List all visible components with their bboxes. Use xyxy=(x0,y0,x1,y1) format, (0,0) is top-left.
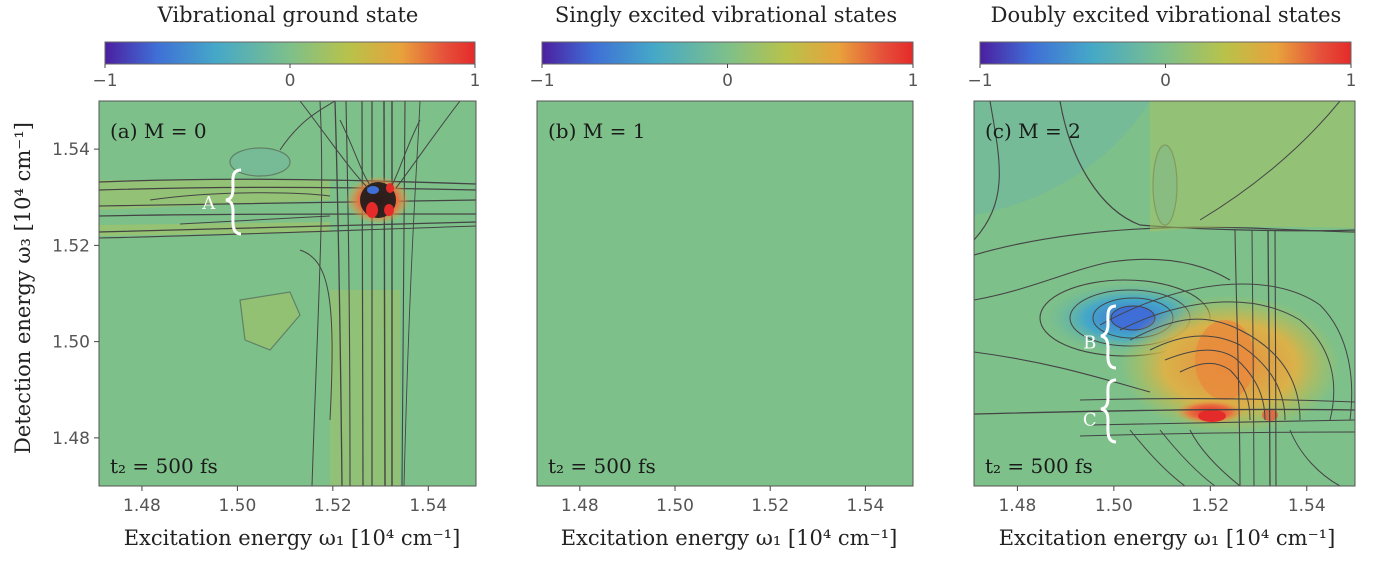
panel-c: Doubly excited vibrational states −1 0 1 xyxy=(967,3,1356,550)
x-tick-label: 1.48 xyxy=(561,496,599,516)
panel-a-colorbar xyxy=(104,41,476,65)
panel-a-y-ticks: 1.48 1.50 1.52 1.54 xyxy=(52,140,99,449)
panel-a-colorbar-ticks: −1 0 1 xyxy=(92,64,480,91)
panel-b-title: Singly excited vibrational states xyxy=(555,3,897,27)
panel-c-colorbar-ticks: −1 0 1 xyxy=(967,64,1356,91)
panel-c-time-label: t₂ = 500 fs xyxy=(985,454,1093,478)
panel-c-brace-b xyxy=(1100,304,1117,370)
panel-c-title: Doubly excited vibrational states xyxy=(991,3,1342,27)
panel-c-xlabel: Excitation energy ω₁ [10⁴ cm⁻¹] xyxy=(999,526,1336,550)
x-tick-label: 1.50 xyxy=(1095,496,1133,516)
y-tick-label: 1.54 xyxy=(52,140,90,160)
y-tick-label: 1.48 xyxy=(52,429,90,449)
colorbar-tick-label: 1 xyxy=(1346,71,1357,91)
colorbar-tick-label: 1 xyxy=(908,71,919,91)
annotation-label: B xyxy=(1083,333,1096,354)
x-tick-label: 1.52 xyxy=(1191,496,1229,516)
y-tick-label: 1.50 xyxy=(52,333,90,353)
y-axis-label: Detection energy ω₃ [10⁴ cm⁻¹] xyxy=(11,122,35,454)
x-tick-label: 1.48 xyxy=(998,496,1036,516)
panel-c-contours xyxy=(974,101,1355,486)
x-tick-label: 1.52 xyxy=(751,496,789,516)
colorbar-tick-label: 0 xyxy=(285,71,296,91)
panel-a-label: (a) M = 0 xyxy=(110,119,207,143)
colorbar-tick-label: −1 xyxy=(529,71,554,91)
annotation-label: A xyxy=(201,193,216,214)
panel-b-colorbar-ticks: −1 0 1 xyxy=(529,64,918,91)
panel-b-x-ticks: 1.48 1.50 1.52 1.54 xyxy=(561,486,884,516)
panel-b-xlabel: Excitation energy ω₁ [10⁴ cm⁻¹] xyxy=(561,526,898,550)
x-tick-label: 1.54 xyxy=(846,496,884,516)
colorbar-tick-label: −1 xyxy=(92,71,117,91)
panel-c-colorbar xyxy=(979,41,1352,65)
x-tick-label: 1.54 xyxy=(1288,496,1326,516)
panel-b-time-label: t₂ = 500 fs xyxy=(548,454,656,478)
panel-a-xlabel: Excitation energy ω₁ [10⁴ cm⁻¹] xyxy=(124,526,461,550)
panel-a-brace-a xyxy=(225,168,242,236)
x-tick-label: 1.48 xyxy=(123,496,161,516)
panel-b-plot-area xyxy=(536,100,914,487)
colorbar-tick-label: −1 xyxy=(967,71,992,91)
x-tick-label: 1.50 xyxy=(656,496,694,516)
panel-c-label: (c) M = 2 xyxy=(985,119,1081,143)
panel-b: Singly excited vibrational states −1 0 1 (… xyxy=(529,3,918,550)
x-tick-label: 1.50 xyxy=(218,496,256,516)
panel-a: Vibrational ground state −1 0 1 xyxy=(52,3,480,550)
annotation-label: C xyxy=(1083,410,1097,431)
panel-a-title: Vibrational ground state xyxy=(157,3,419,27)
panel-c-brace-c xyxy=(1100,378,1117,444)
annotations: A B C xyxy=(201,193,1096,431)
panel-b-colorbar xyxy=(541,41,914,65)
panel-b-label: (b) M = 1 xyxy=(548,119,645,143)
panel-a-contours xyxy=(99,101,476,486)
colorbar-tick-label: 0 xyxy=(1160,71,1171,91)
colorbar-tick-label: 1 xyxy=(470,71,481,91)
x-tick-label: 1.52 xyxy=(314,496,352,516)
y-tick-label: 1.52 xyxy=(52,236,90,256)
x-tick-label: 1.54 xyxy=(409,496,447,516)
panel-c-x-ticks: 1.48 1.50 1.52 1.54 xyxy=(998,486,1326,516)
panel-a-time-label: t₂ = 500 fs xyxy=(110,454,218,478)
colorbar-tick-label: 0 xyxy=(722,71,733,91)
panel-a-x-ticks: 1.48 1.50 1.52 1.54 xyxy=(123,486,447,516)
